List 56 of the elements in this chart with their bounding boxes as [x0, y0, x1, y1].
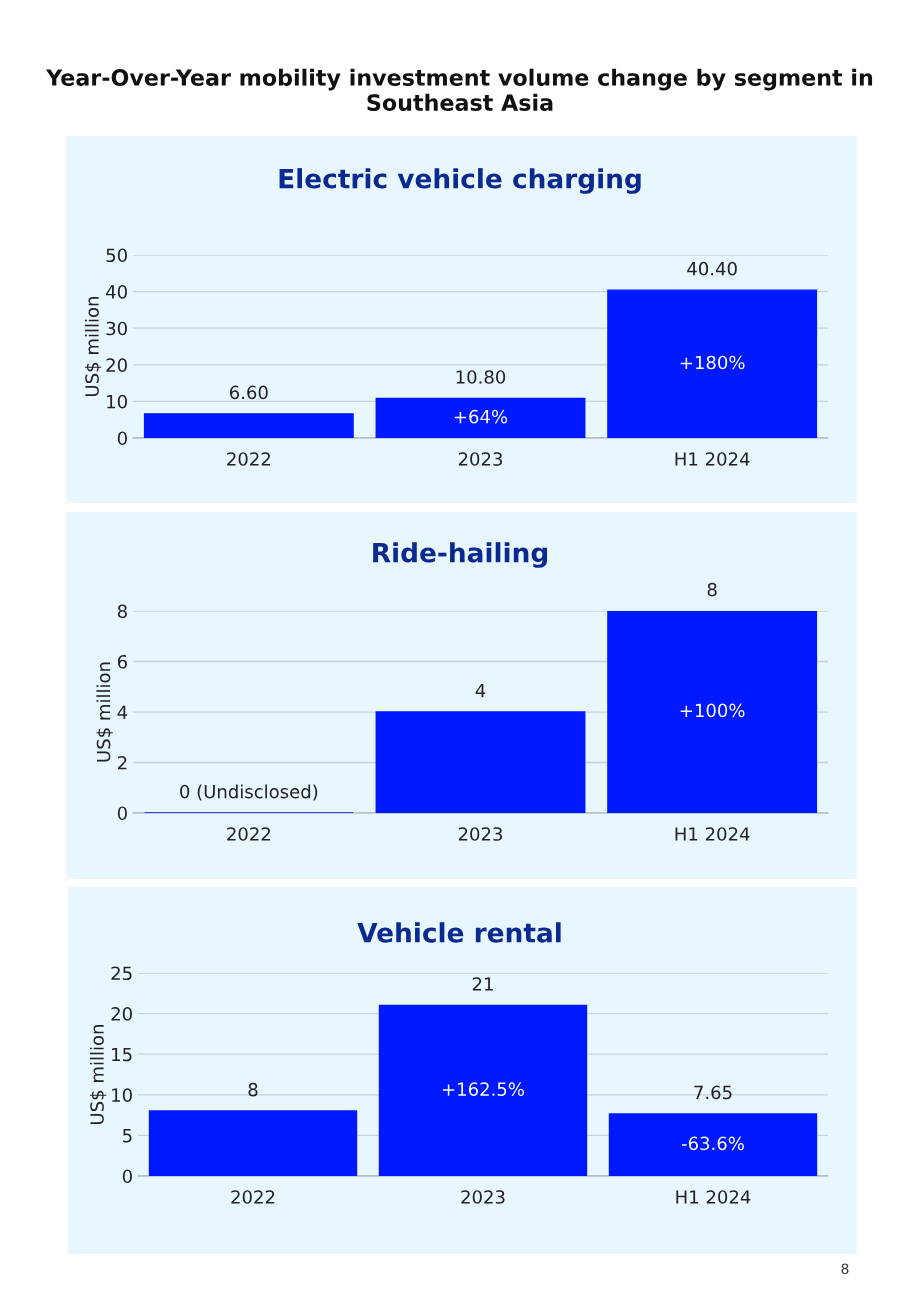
annotation: +180% [680, 355, 745, 370]
chart-title: Electric vehicle charging [279, 168, 641, 194]
bar [143, 413, 354, 438]
chart-title: Ride-hailing [373, 542, 548, 568]
text: 0 (Undisclosed) [180, 784, 318, 801]
bar [375, 397, 586, 438]
y-axis-title: US$ million [84, 297, 102, 396]
y-tick-label: 2 [117, 755, 127, 770]
x-tick-label: H1 2024 [675, 452, 750, 466]
x-tick-label: H1 2024 [675, 827, 750, 841]
y-tick-label: 50 [106, 248, 127, 263]
y-tick-label: 25 [111, 966, 132, 981]
y-tick-label: 10 [107, 394, 127, 409]
y-tick-label: 0 [117, 431, 127, 446]
text: 10.80 [456, 370, 506, 384]
y-tick-label: 20 [106, 358, 127, 372]
y-tick-label: 15 [112, 1047, 132, 1062]
y-tick-label: 0 [122, 1169, 132, 1184]
bar [608, 1113, 818, 1176]
x-tick-label: 2023 [458, 827, 503, 841]
annotation: +64% [454, 409, 508, 424]
text: 21 [472, 977, 493, 991]
bar [607, 611, 818, 813]
annotation: -63.6% [681, 1136, 744, 1151]
y-tick-label: 40 [106, 285, 127, 299]
text: 8 [841, 1263, 849, 1275]
text: 4 [475, 683, 486, 698]
y-tick-label: 20 [111, 1007, 132, 1021]
annotation: 8 [248, 1082, 258, 1097]
bar [148, 1110, 358, 1176]
x-tick-label: 2022 [227, 452, 270, 466]
y-tick-label: 5 [123, 1129, 132, 1143]
text: 6.60 [229, 385, 268, 400]
y-tick-label: 0 [117, 806, 127, 821]
y-tick-label: 30 [106, 321, 127, 336]
text: Year-Over-Year mobility investment volume change by segment in Southeast Asia [45, 68, 873, 111]
bar [607, 289, 818, 438]
chart-title: Vehicle rental [357, 922, 561, 943]
text: 40.40 [687, 261, 737, 276]
x-tick-label: 2023 [461, 1190, 505, 1204]
x-tick-label: 2023 [458, 452, 503, 466]
annotation: +162.5% [442, 1082, 524, 1096]
y-tick-label: 10 [112, 1088, 132, 1102]
y-tick-label: 6 [117, 654, 127, 669]
bar [378, 1004, 588, 1176]
annotation: +100% [680, 703, 745, 718]
y-tick-label: 8 [117, 604, 127, 619]
y-axis-title: US$ million [96, 662, 113, 762]
y-axis-title: US$ million [89, 1025, 107, 1124]
x-tick-label: 2022 [227, 827, 270, 841]
x-tick-label: H1 2024 [676, 1190, 751, 1204]
x-tick-label: 2022 [231, 1190, 275, 1204]
text: 8 [707, 582, 717, 597]
text: 7.65 [694, 1085, 732, 1100]
bar [375, 711, 586, 813]
y-tick-label: 4 [117, 705, 128, 719]
